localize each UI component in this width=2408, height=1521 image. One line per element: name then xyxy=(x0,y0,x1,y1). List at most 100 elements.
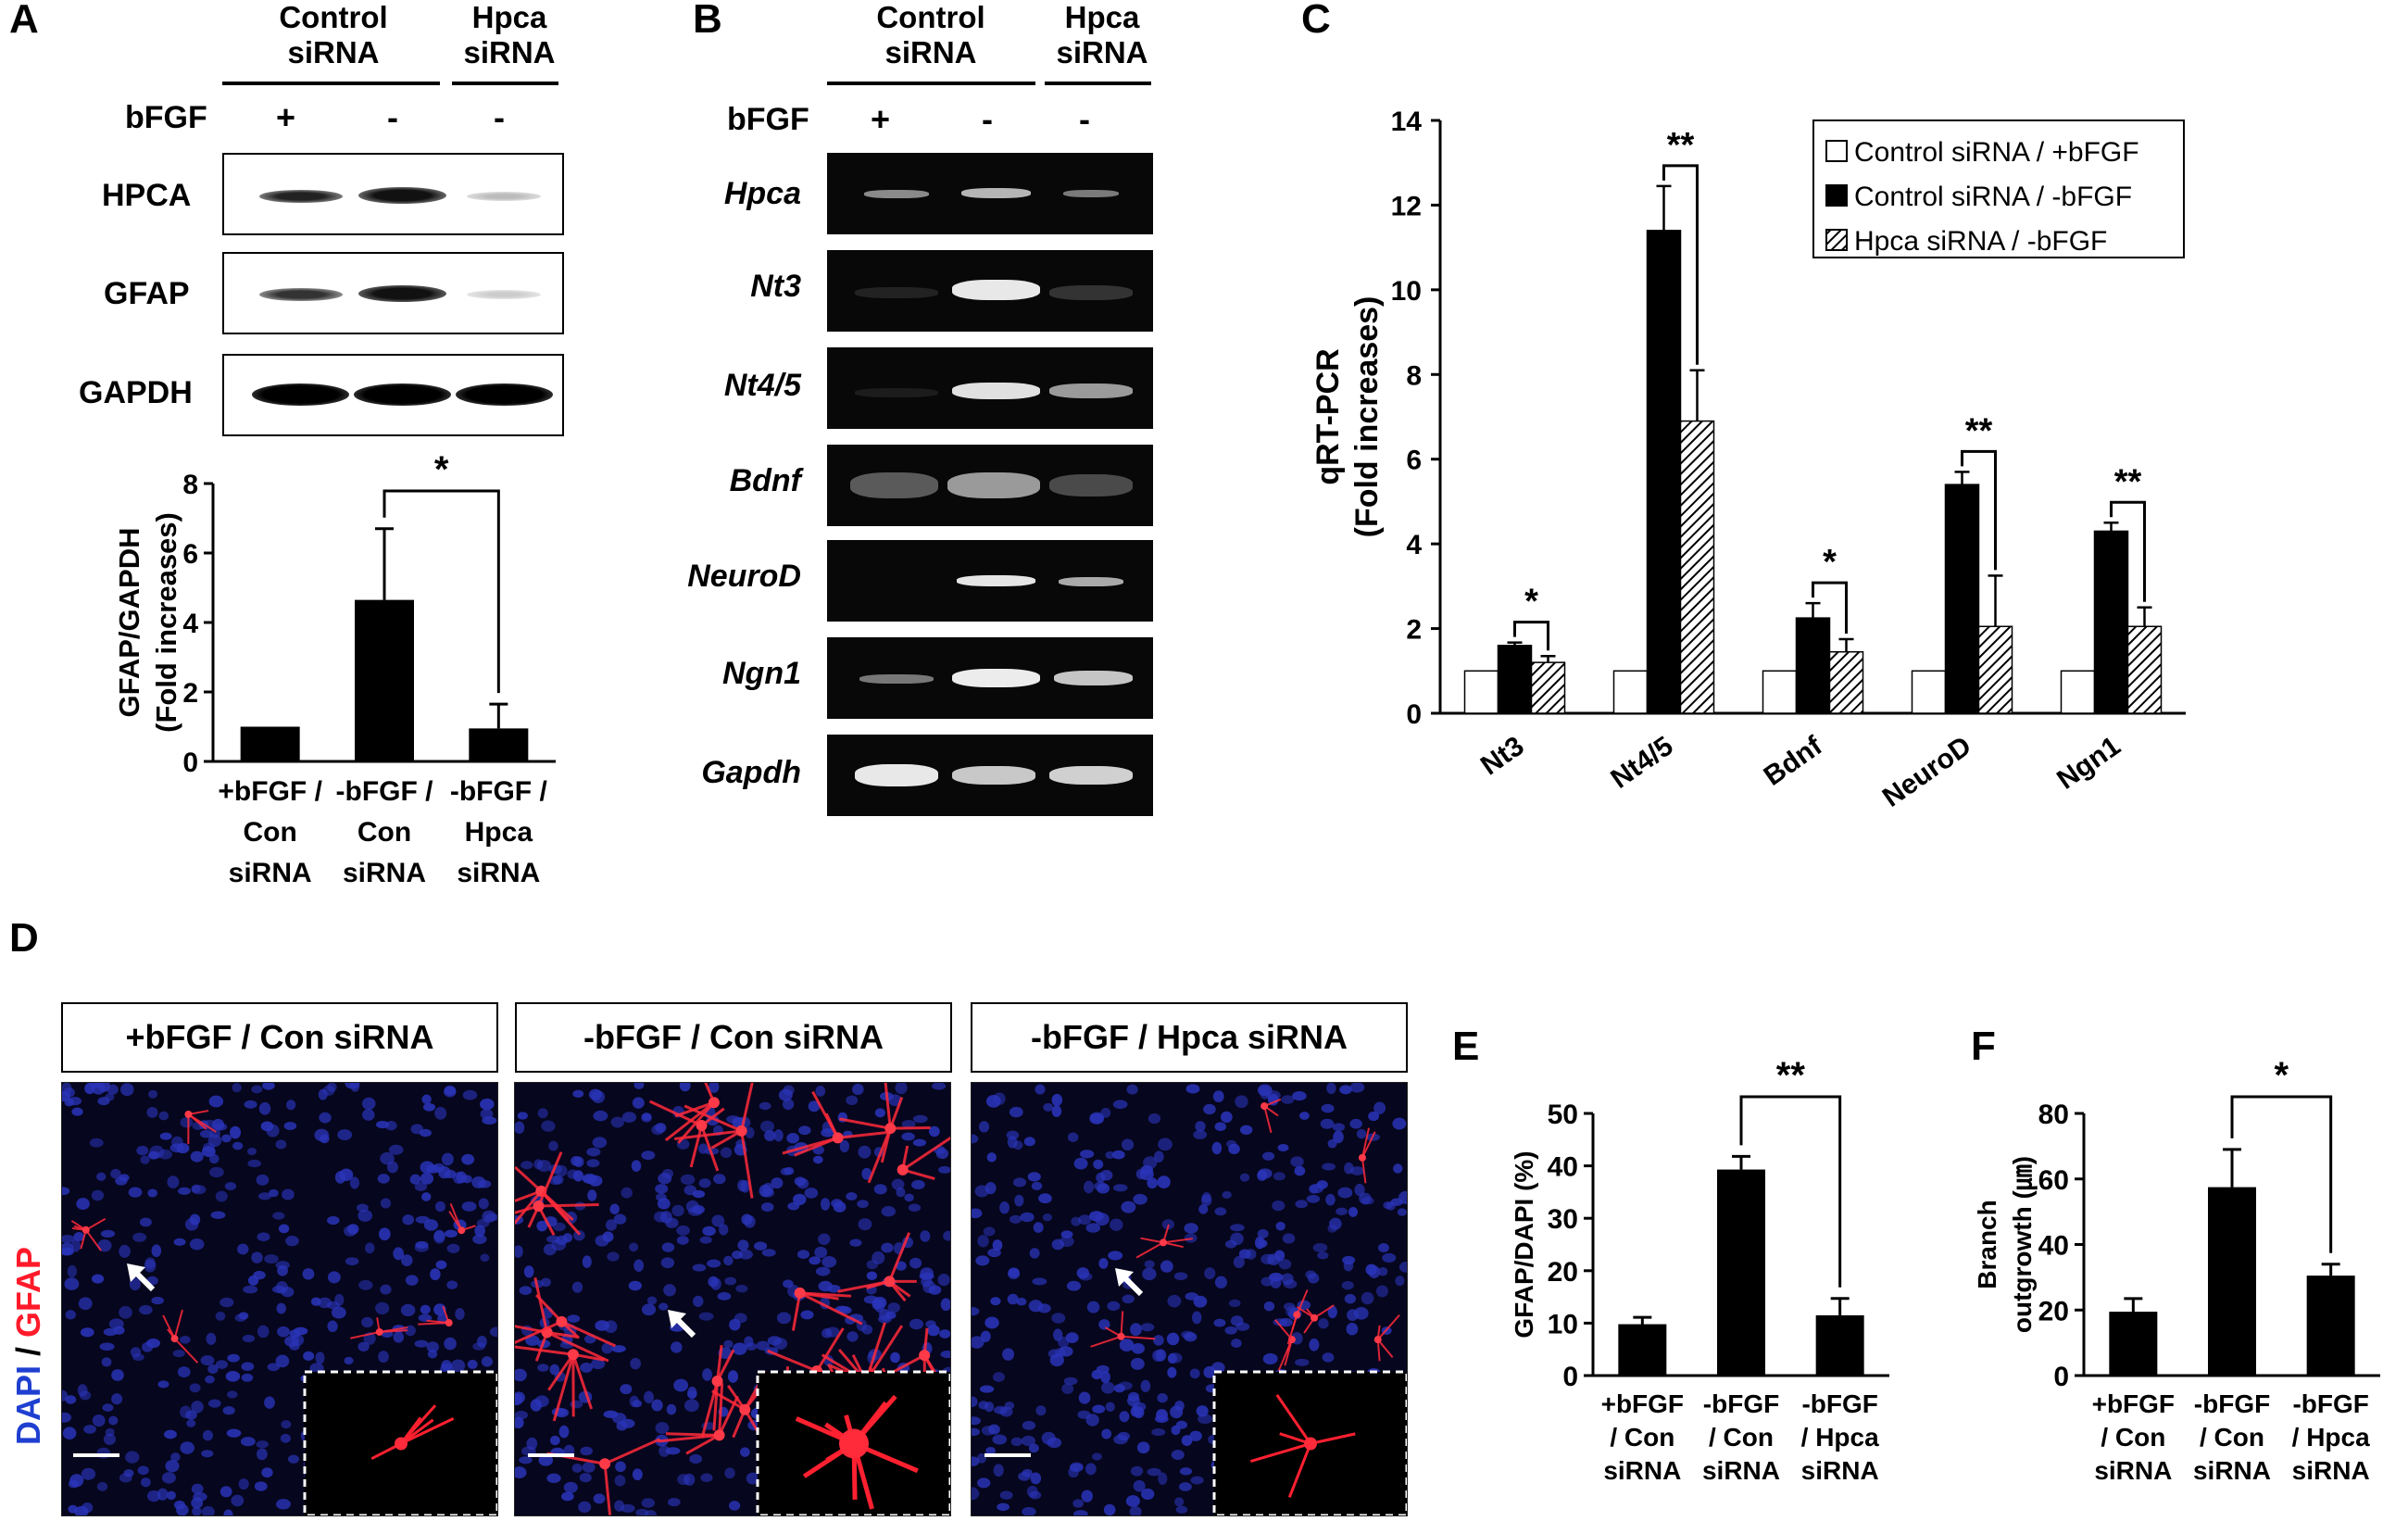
legend-entry: Control siRNA / -bFGF xyxy=(1854,182,2132,212)
gfap-process xyxy=(837,1131,888,1139)
scale-bar xyxy=(73,1453,119,1457)
gfap-process xyxy=(791,1292,802,1331)
dapi-nucleus xyxy=(358,1279,373,1290)
dapi-nucleus xyxy=(578,1501,592,1514)
x-category-label: -bFGF xyxy=(2194,1389,2270,1418)
dapi-nucleus xyxy=(1152,1350,1164,1363)
scale-bar xyxy=(528,1453,574,1457)
gfap-process xyxy=(677,1101,716,1144)
dapi-nucleus xyxy=(1398,1261,1407,1273)
significance-label: * xyxy=(434,449,449,490)
dapi-nucleus xyxy=(247,1159,262,1168)
dapi-nucleus xyxy=(629,1242,639,1252)
gfap-cell-body xyxy=(1373,1336,1382,1344)
dapi-nucleus xyxy=(592,1137,608,1149)
dapi-nucleus xyxy=(738,1249,753,1260)
dapi-nucleus xyxy=(1051,1238,1065,1251)
dapi-nucleus xyxy=(119,1174,130,1182)
dapi-nucleus xyxy=(1139,1168,1154,1181)
gfap-cell-body xyxy=(567,1349,579,1361)
dapi-nucleus xyxy=(1035,1405,1047,1416)
dapi-nucleus xyxy=(1112,1184,1128,1192)
dapi-nucleus xyxy=(1348,1207,1359,1217)
dapi-nucleus xyxy=(105,1427,115,1437)
gel-band xyxy=(1049,285,1133,300)
dapi-nucleus xyxy=(1030,1472,1042,1485)
significance-label: ** xyxy=(1776,1056,1806,1096)
dapi-nucleus xyxy=(103,1327,118,1337)
dapi-nucleus xyxy=(1142,1267,1157,1281)
bar xyxy=(1463,670,1499,714)
hpca-sirna-header: Hpca siRNA xyxy=(445,0,574,70)
dapi-nucleus xyxy=(533,1159,544,1170)
blot-band xyxy=(358,285,446,302)
dapi-nucleus xyxy=(189,1238,205,1251)
micrograph-con-no-bfgf xyxy=(514,1082,951,1516)
y-axis-label: qRT-PCR xyxy=(1311,348,1346,484)
dapi-nucleus xyxy=(327,1083,337,1092)
y-tick-label: 10 xyxy=(1391,276,1422,307)
bfgf-sign-1: + xyxy=(276,98,296,136)
dapi-nucleus xyxy=(223,1509,233,1515)
dapi-nucleus xyxy=(1153,1335,1164,1346)
gfap-cell-body xyxy=(708,1097,720,1109)
dapi-nucleus xyxy=(582,1462,596,1473)
gfap-process xyxy=(604,1438,660,1465)
dapi-nucleus xyxy=(796,1250,810,1260)
gfap-process xyxy=(537,1151,563,1207)
bfgf-sign-3: - xyxy=(1079,100,1090,138)
dapi-nucleus xyxy=(224,1182,237,1190)
y-tick-label: 40 xyxy=(1548,1152,1578,1183)
y-axis-label: outgrowth (㎛) xyxy=(2008,1156,2038,1333)
dapi-nucleus xyxy=(607,1251,620,1262)
gfap-process xyxy=(547,1353,575,1391)
chart-e: 0 10 20 30 40 50 +bFGF / Con siRNA -bFGF / Con siRN… xyxy=(1510,1056,1889,1485)
dapi-nucleus xyxy=(415,1215,430,1224)
dapi-nucleus xyxy=(713,1174,726,1185)
dapi-nucleus xyxy=(1028,1443,1039,1453)
dapi-nucleus xyxy=(901,1132,915,1141)
dapi-nucleus xyxy=(82,1502,94,1514)
western-blot-hpca xyxy=(222,153,564,235)
dapi-nucleus xyxy=(591,1358,606,1370)
dapi-nucleus xyxy=(1130,1405,1142,1417)
dapi-nucleus xyxy=(455,1307,465,1321)
gel-band xyxy=(1049,474,1133,497)
dapi-nucleus xyxy=(415,1240,429,1250)
dapi-nucleus xyxy=(912,1138,927,1147)
bfgf-sign-2: - xyxy=(982,100,993,138)
dapi-nucleus xyxy=(215,1190,228,1202)
dapi-nucleus xyxy=(796,1177,809,1189)
gfap-cell-body xyxy=(1311,1314,1319,1322)
dapi-nucleus xyxy=(1171,1450,1185,1460)
gfap-cell-body xyxy=(458,1226,466,1235)
dapi-nucleus xyxy=(215,1311,226,1321)
panel-a-label: A xyxy=(9,0,39,42)
dapi-nucleus xyxy=(709,1083,720,1093)
dapi-nucleus xyxy=(1006,1130,1020,1140)
bar xyxy=(1679,420,1715,714)
gfap-process xyxy=(173,1309,183,1339)
dapi-nucleus xyxy=(1012,1177,1027,1188)
dapi-nucleus xyxy=(586,1147,601,1157)
dapi-nucleus xyxy=(1101,1428,1112,1439)
dapi-nucleus xyxy=(921,1276,933,1288)
dapi-nucleus xyxy=(284,1335,299,1347)
panel-b-label: B xyxy=(693,0,722,42)
gel-band xyxy=(1049,766,1133,785)
gfap-cell-body xyxy=(599,1458,611,1470)
dapi-nucleus xyxy=(357,1341,370,1351)
dapi-nucleus xyxy=(1383,1200,1393,1210)
dapi-nucleus xyxy=(551,1239,567,1251)
significance-bracket xyxy=(1812,581,1848,634)
dapi-nucleus xyxy=(552,1222,566,1232)
dapi-nucleus xyxy=(1377,1243,1389,1253)
dapi-nucleus xyxy=(444,1229,458,1238)
group-line-1: Hpca xyxy=(471,0,547,34)
dapi-nucleus xyxy=(1053,1328,1063,1341)
dapi-nucleus xyxy=(719,1224,729,1236)
dapi-label: DAPI xyxy=(9,1364,47,1445)
x-category-label: -bFGF xyxy=(1801,1389,1877,1418)
dapi-nucleus xyxy=(1072,1499,1085,1508)
gel-band xyxy=(952,669,1040,687)
